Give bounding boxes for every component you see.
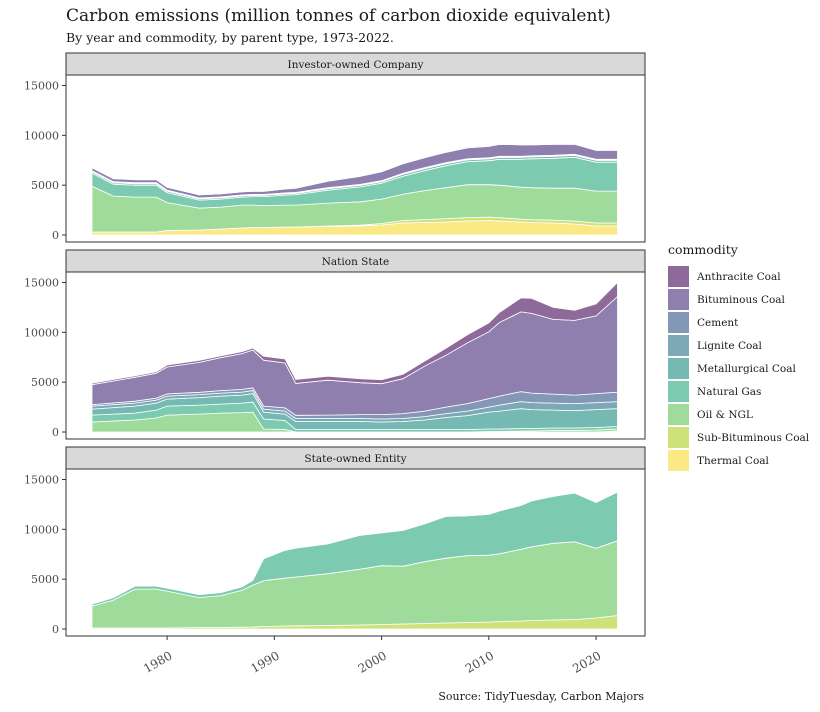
legend-label: Sub-Bituminous Coal	[697, 431, 810, 444]
legend: commodity Anthracite Coal Bituminous Coal…	[668, 242, 809, 472]
panel-border	[65, 468, 646, 637]
legend-title: commodity	[668, 242, 738, 257]
legend-item-cement: Cement	[668, 311, 809, 334]
legend-swatch	[668, 358, 689, 379]
legend-label: Anthracite Coal	[697, 270, 781, 283]
y-tick-label: 15000	[24, 277, 59, 290]
y-tick-label: 10000	[24, 129, 59, 142]
legend-item-thermal-coal: Thermal Coal	[668, 449, 809, 472]
y-tick-label: 5000	[31, 376, 59, 389]
x-tick-label: 2010	[463, 648, 496, 675]
legend-item-sub-bituminous-coal: Sub-Bituminous Coal	[668, 426, 809, 449]
legend-swatch	[668, 335, 689, 356]
panel-investor-owned-company: Investor-owned Company 0 5000 10000 15000	[24, 52, 646, 243]
y-tick-label: 10000	[24, 523, 59, 536]
x-tick-label: 1990	[248, 648, 281, 675]
strip-label: State-owned Entity	[304, 453, 406, 465]
x-tick-label: 2000	[356, 648, 389, 675]
legend-item-lignite-coal: Lignite Coal	[668, 334, 809, 357]
strip-label: Nation State	[322, 256, 390, 268]
legend-item-metallurgical-coal: Metallurgical Coal	[668, 357, 809, 380]
legend-swatch	[668, 289, 689, 310]
legend-item-anthracite-coal: Anthracite Coal	[668, 265, 809, 288]
legend-items: Anthracite Coal Bituminous Coal Cement Lign…	[668, 265, 809, 472]
legend-item-bituminous-coal: Bituminous Coal	[668, 288, 809, 311]
legend-swatch	[668, 381, 689, 402]
panel-state-owned-entity: State-owned Entity 0 5000 10000 15000	[24, 446, 646, 637]
y-tick-label: 5000	[31, 179, 59, 192]
y-tick-label: 5000	[31, 573, 59, 586]
panel-nation-state: Nation State 0 5000 10000 15000	[24, 249, 646, 440]
area-anthracite-coal	[91, 143, 618, 196]
x-tick-label: 1980	[141, 648, 174, 675]
y-tick-label: 10000	[24, 326, 59, 339]
y-tick-label: 0	[52, 229, 59, 242]
legend-label: Cement	[697, 316, 739, 329]
y-tick-label: 0	[52, 426, 59, 439]
area-metallurgical-coal	[91, 490, 618, 605]
chart-caption: Source: TidyTuesday, Carbon Majors	[438, 690, 644, 703]
legend-swatch	[668, 266, 689, 287]
y-tick-label: 15000	[24, 80, 59, 93]
legend-item-natural-gas: Natural Gas	[668, 380, 809, 403]
legend-swatch	[668, 450, 689, 471]
panel-border	[65, 74, 646, 243]
chart-subtitle: By year and commodity, by parent type, 1…	[66, 30, 394, 45]
legend-label: Metallurgical Coal	[697, 362, 796, 375]
legend-label: Bituminous Coal	[697, 293, 785, 306]
legend-label: Oil & NGL	[697, 408, 753, 421]
legend-swatch	[668, 404, 689, 425]
legend-label: Lignite Coal	[697, 339, 762, 352]
legend-label: Natural Gas	[697, 385, 762, 398]
legend-swatch	[668, 427, 689, 448]
strip-label: Investor-owned Company	[288, 59, 424, 71]
legend-swatch	[668, 312, 689, 333]
y-tick-label: 15000	[24, 474, 59, 487]
chart-title: Carbon emissions (million tonnes of carb…	[66, 6, 611, 26]
legend-label: Thermal Coal	[697, 454, 769, 467]
panel-border	[65, 271, 646, 440]
x-tick-label: 2020	[570, 648, 603, 675]
legend-item-oil-ngl: Oil & NGL	[668, 403, 809, 426]
area-anthracite-coal	[91, 281, 618, 386]
y-tick-label: 0	[52, 623, 59, 636]
